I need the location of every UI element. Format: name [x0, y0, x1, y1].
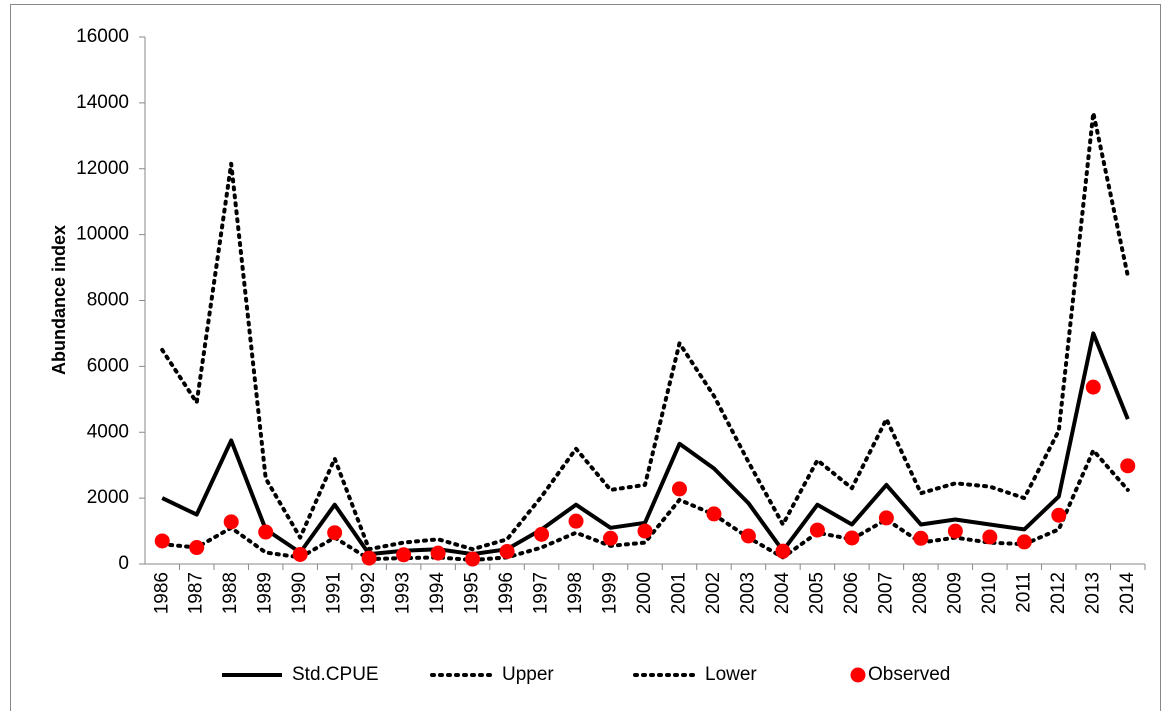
data-point	[844, 530, 860, 546]
data-point	[740, 528, 756, 544]
data-point	[258, 524, 274, 540]
data-point	[465, 551, 481, 567]
y-tick-label: 2000	[87, 487, 129, 508]
y-tick-label: 8000	[87, 290, 129, 311]
data-point	[637, 523, 653, 539]
x-tick-label: 1988	[220, 572, 241, 614]
y-tick-label: 10000	[76, 224, 129, 245]
x-tick-label: 1989	[255, 572, 276, 614]
x-tick-label: 1993	[393, 572, 414, 614]
x-tick-label: 2010	[979, 572, 1000, 614]
series-line	[160, 448, 1130, 562]
data-point	[292, 546, 308, 562]
data-point	[878, 510, 894, 526]
x-tick-label: 2006	[841, 572, 862, 614]
x-tick-label: 2003	[737, 572, 758, 614]
data-point	[568, 513, 584, 529]
legend-label: Lower	[705, 664, 757, 685]
data-point	[775, 543, 791, 559]
x-tick-label: 2009	[944, 572, 965, 614]
x-tick-label: 1997	[531, 572, 552, 614]
x-tick-label: 1995	[462, 572, 483, 614]
data-point	[913, 530, 929, 546]
x-tick-label: 2001	[668, 572, 689, 614]
legend-label: Std.CPUE	[292, 664, 379, 685]
legend-marker	[850, 667, 866, 683]
data-point	[154, 533, 170, 549]
y-tick-label: 0	[118, 553, 129, 574]
y-axis-title: Abundance index	[49, 225, 69, 375]
data-point	[534, 526, 550, 542]
x-tick-label: 2004	[772, 572, 793, 615]
data-point	[1120, 458, 1136, 474]
x-tick-label: 2000	[634, 572, 655, 614]
data-point	[223, 514, 239, 530]
data-point	[327, 525, 343, 541]
data-point	[361, 550, 377, 566]
legend-label: Upper	[502, 664, 554, 685]
x-tick-label: 2008	[910, 572, 931, 614]
series-line	[161, 331, 1130, 557]
y-tick-label: 16000	[76, 26, 129, 47]
x-tick-label: 2007	[875, 572, 896, 614]
y-tick-label: 12000	[76, 158, 129, 179]
x-tick-label: 2014	[1117, 572, 1138, 615]
data-point	[706, 506, 722, 522]
x-tick-label: 2012	[1048, 572, 1069, 614]
x-tick-label: 1990	[289, 572, 310, 614]
x-tick-label: 2011	[1013, 572, 1034, 613]
data-point	[982, 529, 998, 545]
x-tick-label: 1992	[358, 572, 379, 614]
chart-frame	[10, 4, 1161, 711]
data-point	[947, 523, 963, 539]
data-point	[499, 543, 515, 559]
x-tick-label: 1991	[324, 572, 345, 614]
x-tick-label: 1987	[186, 572, 207, 614]
data-point	[809, 522, 825, 538]
x-tick-label: 1998	[565, 572, 586, 614]
y-tick-label: 4000	[87, 421, 129, 442]
series-line	[160, 110, 1130, 552]
data-point	[1016, 534, 1032, 550]
legend-label: Observed	[868, 664, 950, 685]
data-point	[396, 547, 412, 563]
x-tick-label: 1994	[427, 572, 448, 615]
y-tick-label: 14000	[76, 92, 129, 113]
x-tick-label: 2002	[703, 572, 724, 614]
data-point	[671, 481, 687, 497]
y-tick-label: 6000	[87, 355, 129, 376]
data-point	[1085, 379, 1101, 395]
x-tick-label: 2013	[1082, 572, 1103, 614]
x-tick-label: 1996	[496, 572, 517, 614]
data-point	[603, 530, 619, 546]
x-tick-label: 1986	[151, 572, 172, 614]
data-point	[430, 545, 446, 561]
data-point	[189, 540, 205, 556]
data-point	[1051, 507, 1067, 523]
x-tick-label: 1999	[600, 572, 621, 614]
x-tick-label: 2005	[806, 572, 827, 614]
